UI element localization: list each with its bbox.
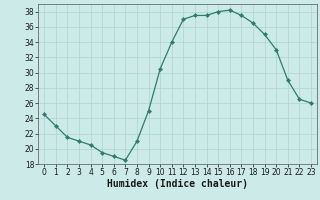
X-axis label: Humidex (Indice chaleur): Humidex (Indice chaleur) (107, 179, 248, 189)
